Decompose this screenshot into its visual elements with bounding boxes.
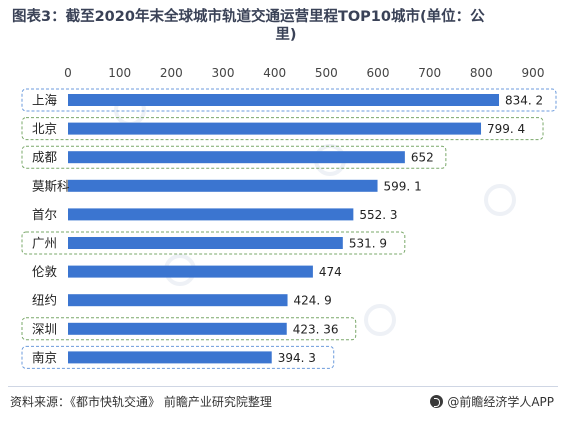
- bar: [68, 179, 378, 192]
- value-label: 474: [319, 265, 342, 279]
- highlight-box: [21, 88, 557, 112]
- x-tick-label: 100: [108, 66, 131, 80]
- brand-credit: @前瞻经济学人APP: [430, 393, 554, 410]
- brand-text: @前瞻经济学人APP: [447, 395, 554, 409]
- category-label: 纽约: [32, 293, 57, 308]
- bar: [68, 351, 272, 364]
- value-label: 531. 9: [349, 237, 387, 251]
- category-label: 首尔: [32, 207, 57, 222]
- highlight-boxes: [21, 88, 557, 369]
- chart-title-line1: 图表3：截至2020年末全球城市轨道交通运营里程TOP10城市(单位：公: [12, 9, 485, 25]
- value-label: 424. 9: [294, 294, 332, 308]
- bar: [68, 294, 288, 307]
- x-axis-ticks: 0 100 200 300 400 500 600 700 800 900: [64, 66, 544, 80]
- bar: [68, 208, 354, 221]
- bar: [68, 237, 343, 249]
- bar-chart: 0 100 200 300 400 500 600 700 800 900 上海北京成都莫斯科首尔…: [21, 66, 557, 369]
- highlight-box: [21, 117, 544, 141]
- bar: [68, 265, 313, 278]
- brand-logo-icon: [430, 395, 444, 408]
- footer-divider: [8, 386, 558, 387]
- bar: [68, 322, 287, 335]
- chart-title-line2: 里): [275, 27, 297, 43]
- value-labels: 834. 2 799. 4 652 599. 1 552. 3 531. 9 474 424.…: [278, 94, 543, 365]
- category-label: 南京: [32, 350, 57, 365]
- value-label: 552. 3: [359, 208, 397, 222]
- category-label: 北京: [32, 121, 57, 136]
- x-tick-label: 700: [418, 66, 441, 80]
- value-label: 394. 3: [278, 351, 316, 365]
- category-label: 深圳: [32, 321, 57, 336]
- x-tick-label: 800: [470, 66, 493, 80]
- x-tick-label: 400: [263, 66, 286, 80]
- value-label: 652: [411, 151, 434, 165]
- bar: [68, 122, 482, 135]
- highlight-box: [21, 345, 335, 369]
- highlight-box: [21, 231, 406, 255]
- x-tick-label: 200: [160, 66, 183, 80]
- x-tick-label: 300: [212, 66, 235, 80]
- value-label: 834. 2: [505, 94, 543, 108]
- value-label: 799. 4: [487, 122, 525, 136]
- category-label: 上海: [32, 93, 58, 108]
- bars: [68, 94, 500, 364]
- watermark-logo-icon: [484, 184, 516, 216]
- category-label: 伦敦: [32, 264, 58, 279]
- value-label: 599. 1: [384, 179, 422, 193]
- chart-title: 图表3：截至2020年末全球城市轨道交通运营里程TOP10城市(单位：公 里): [12, 8, 560, 44]
- x-tick-label: 900: [522, 66, 545, 80]
- highlight-box: [21, 145, 447, 169]
- bar: [68, 94, 500, 106]
- category-label: 广州: [32, 236, 57, 251]
- category-label: 成都: [32, 150, 58, 165]
- x-tick-label: 500: [315, 66, 338, 80]
- x-tick-label: 600: [367, 66, 390, 80]
- value-label: 423. 36: [293, 322, 339, 336]
- category-label: 莫斯科: [32, 178, 70, 193]
- source-note: 资料来源：《都市快轨交通》 前瞻产业研究院整理: [10, 395, 272, 409]
- x-tick-label: 0: [64, 66, 72, 80]
- bar: [68, 151, 405, 164]
- watermark-logo-icon: [364, 304, 396, 336]
- highlight-box: [21, 317, 357, 341]
